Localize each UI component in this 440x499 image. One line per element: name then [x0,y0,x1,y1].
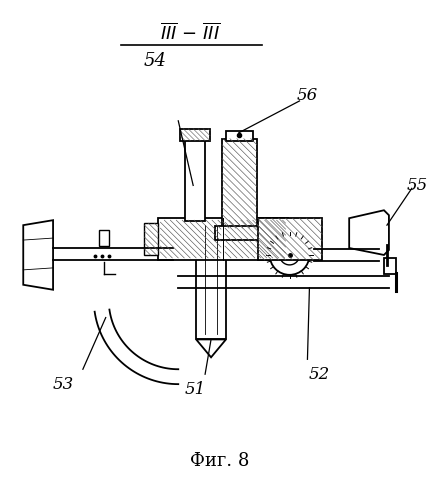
Circle shape [280,245,300,265]
Bar [371,228,387,246]
Text: 55: 55 [406,177,427,194]
Bar [215,226,270,240]
Polygon shape [196,339,226,357]
Text: 51: 51 [184,381,206,398]
Text: Фиг. 8: Фиг. 8 [191,452,249,470]
Polygon shape [349,210,389,255]
Text: $\overline{III}$ $-$ $\overline{III}$: $\overline{III}$ $-$ $\overline{III}$ [160,22,220,44]
Text: 54: 54 [144,52,167,70]
Bar [384,258,396,274]
Bar [226,131,253,141]
Polygon shape [23,220,53,290]
Bar [158,218,288,260]
Bar [196,220,226,339]
Text: 56: 56 [297,87,318,104]
Bar [99,230,109,246]
Bar [185,139,205,221]
Bar [180,129,210,141]
Text: 53: 53 [52,376,73,393]
Bar [144,223,158,255]
Bar [258,218,323,260]
Circle shape [270,235,309,275]
Bar [222,139,257,228]
Text: 52: 52 [309,366,330,383]
